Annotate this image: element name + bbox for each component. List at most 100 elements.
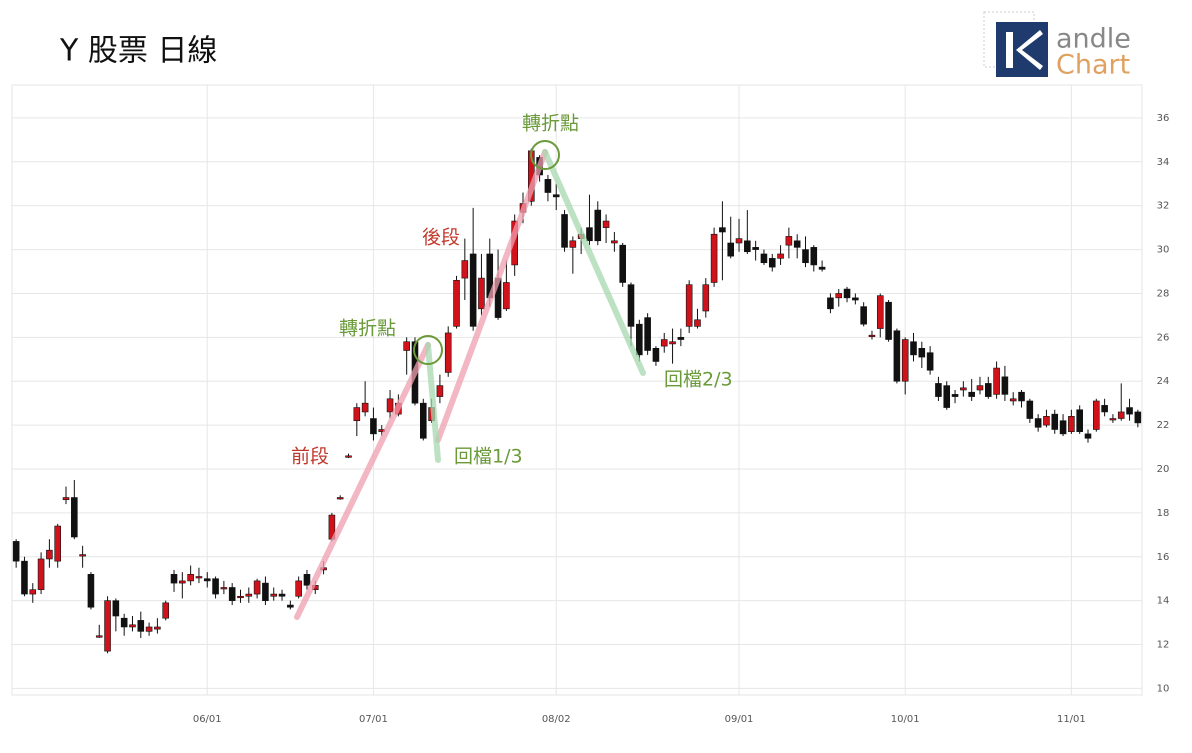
candle-body bbox=[951, 394, 959, 397]
candle-body bbox=[1093, 400, 1100, 430]
x-tick-label: 07/01 bbox=[359, 714, 388, 725]
candle-body bbox=[1101, 405, 1108, 413]
candle-body bbox=[212, 578, 219, 595]
candle-body bbox=[785, 236, 793, 246]
candle-body bbox=[12, 541, 20, 562]
candle-body bbox=[195, 576, 203, 579]
candle-body bbox=[386, 398, 394, 413]
candle-body bbox=[735, 238, 743, 244]
plot-frame bbox=[11, 84, 1143, 696]
candle-body bbox=[419, 402, 427, 439]
logo-text: Chart bbox=[1056, 50, 1130, 81]
candle-body bbox=[636, 323, 643, 356]
chart-title: Y 股票 日線 bbox=[59, 34, 217, 69]
candle-body bbox=[727, 242, 735, 257]
candle-body bbox=[611, 240, 618, 244]
candle-body bbox=[777, 253, 784, 259]
candle-body bbox=[1026, 400, 1034, 419]
candle-body bbox=[893, 330, 901, 382]
candle-body bbox=[719, 227, 726, 233]
candle-body bbox=[885, 301, 892, 340]
candle-body bbox=[710, 233, 718, 283]
candle-body bbox=[21, 560, 28, 595]
candle-body bbox=[744, 240, 751, 253]
candle-body bbox=[586, 227, 593, 242]
y-tick-label: 18 bbox=[1157, 508, 1170, 519]
y-tick-label: 12 bbox=[1157, 640, 1170, 651]
candle-body bbox=[162, 602, 170, 619]
candle-body bbox=[619, 244, 626, 283]
annotation: 前段 bbox=[291, 446, 329, 468]
candle-body bbox=[461, 260, 469, 279]
logo: andle Chart bbox=[983, 11, 1131, 81]
candle-body bbox=[1051, 413, 1059, 430]
candle-body bbox=[569, 240, 577, 248]
candle-body bbox=[245, 593, 253, 597]
candle-body bbox=[818, 266, 826, 270]
candle-body bbox=[46, 549, 53, 560]
candle-body bbox=[544, 179, 552, 193]
candle-body bbox=[993, 367, 1000, 395]
y-tick-label: 20 bbox=[1157, 464, 1170, 475]
candle-body bbox=[478, 277, 485, 310]
y-tick-label: 10 bbox=[1157, 683, 1170, 694]
candle-body bbox=[120, 617, 128, 628]
candle-body bbox=[220, 587, 228, 590]
logo-text: andle bbox=[1056, 24, 1131, 55]
candle-body bbox=[403, 341, 410, 351]
candle-body bbox=[262, 582, 269, 601]
candle-body bbox=[802, 249, 809, 264]
annotations: 轉折點 轉折點 前段 後段 回檔1/3 回檔2/3 bbox=[291, 113, 733, 620]
candle-body bbox=[336, 497, 344, 500]
candle-body bbox=[353, 407, 361, 422]
annotation: 回檔2/3 bbox=[664, 369, 733, 391]
candle-body bbox=[29, 589, 37, 595]
x-tick-label: 09/01 bbox=[725, 714, 754, 725]
candle-body bbox=[835, 293, 843, 299]
candle-body bbox=[960, 387, 967, 391]
candle-body bbox=[793, 240, 801, 248]
y-tick-label: 14 bbox=[1157, 596, 1170, 607]
candle-body bbox=[1076, 409, 1083, 432]
candle-body bbox=[1059, 420, 1067, 435]
candle-body bbox=[1043, 416, 1050, 426]
candle-body bbox=[361, 402, 369, 413]
candle-body bbox=[860, 306, 867, 325]
candle-body bbox=[752, 247, 759, 250]
trend-line bbox=[294, 342, 431, 620]
candle-body bbox=[436, 385, 444, 397]
candle-body bbox=[677, 337, 685, 340]
candle-body bbox=[270, 593, 278, 597]
candle-body bbox=[660, 339, 668, 347]
candle-body bbox=[1068, 416, 1075, 432]
candle-body bbox=[453, 279, 460, 327]
candle-body bbox=[503, 282, 510, 310]
y-tick-label: 32 bbox=[1157, 201, 1170, 212]
y-tick-label: 26 bbox=[1157, 332, 1170, 343]
candle-body bbox=[926, 352, 934, 371]
annotation: 後段 bbox=[422, 227, 460, 249]
candle-body bbox=[1134, 411, 1142, 424]
candle-body bbox=[876, 295, 884, 329]
candle-body bbox=[1109, 418, 1117, 421]
candle-body bbox=[561, 214, 568, 248]
candle-body bbox=[1009, 398, 1017, 402]
candle-body bbox=[203, 578, 211, 582]
candle-body bbox=[179, 580, 186, 584]
candle-body bbox=[87, 574, 95, 608]
candle-body bbox=[37, 558, 45, 590]
grid: 10 12 14 16 18 20 22 24 26 28 30 32 34 36 06/01 07/01 08… bbox=[12, 85, 1169, 725]
candle-body bbox=[295, 580, 302, 597]
candle-body bbox=[129, 624, 136, 628]
candle-body bbox=[984, 383, 992, 397]
candle-body bbox=[104, 600, 111, 652]
y-tick-label: 34 bbox=[1157, 157, 1170, 168]
candle-body bbox=[79, 554, 86, 557]
logo-k-stem bbox=[1006, 32, 1013, 68]
x-tick-label: 06/01 bbox=[193, 714, 222, 725]
candle-body bbox=[976, 385, 984, 391]
candle-body bbox=[287, 604, 294, 608]
candle-body bbox=[170, 574, 178, 584]
candle-body bbox=[345, 455, 352, 458]
candle-body bbox=[594, 209, 602, 242]
